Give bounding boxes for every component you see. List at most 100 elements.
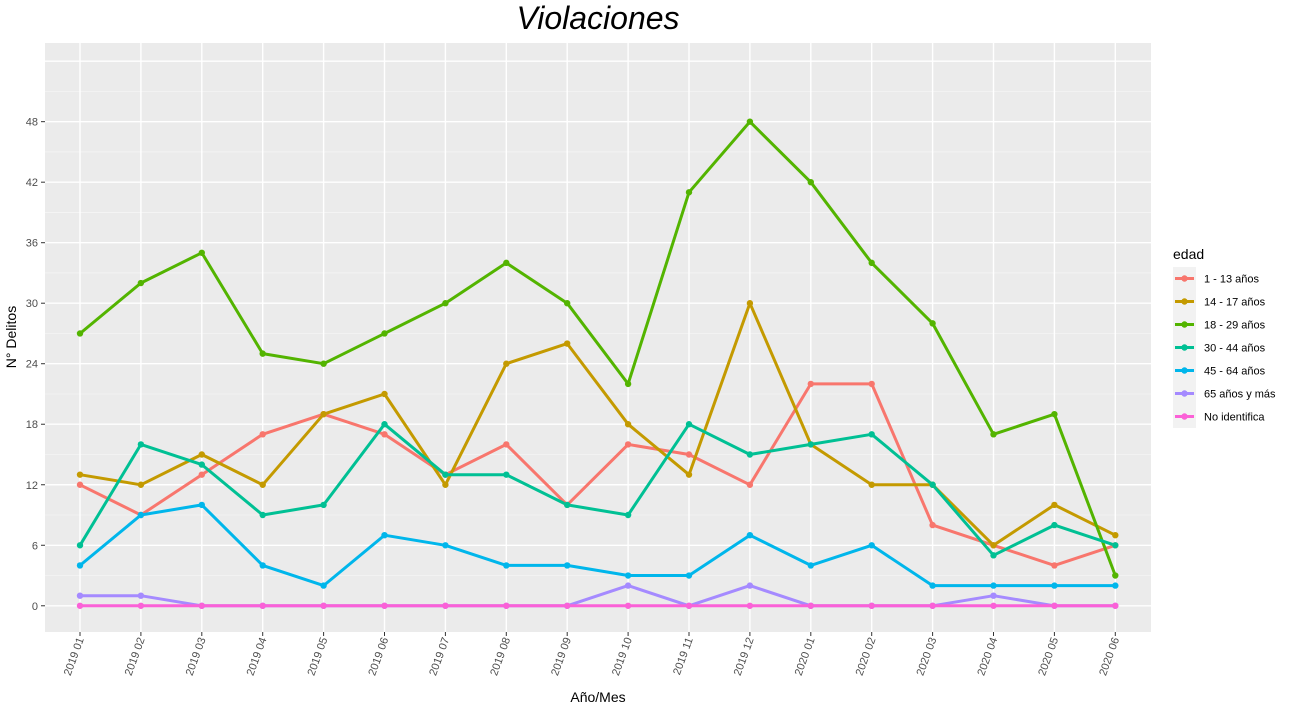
series-line [78, 503, 1117, 588]
data-point [259, 602, 266, 609]
x-tick-label: 2019 02 [123, 636, 148, 677]
data-point [868, 259, 875, 267]
y-tick-label: 30 [26, 298, 38, 310]
data-point [624, 602, 632, 609]
data-point [807, 441, 814, 448]
data-point [868, 542, 875, 549]
data-point [137, 441, 145, 448]
data-point [1112, 572, 1119, 579]
data-point [990, 552, 997, 559]
y-tick-label: 18 [26, 419, 38, 431]
data-point [929, 582, 936, 589]
data-point [198, 461, 205, 468]
data-point [503, 360, 510, 367]
data-point [320, 360, 327, 367]
data-point [381, 390, 388, 398]
data-point [990, 582, 997, 589]
data-point [624, 441, 632, 448]
data-point [76, 592, 84, 599]
data-point [442, 602, 449, 609]
data-point [503, 259, 510, 267]
x-tick-label: 2020 04 [975, 636, 1000, 677]
series-points [76, 118, 1119, 609]
data-point [990, 431, 997, 438]
data-point [259, 511, 266, 519]
data-point [1051, 562, 1058, 569]
x-tick-label: 2019 11 [671, 636, 696, 677]
data-point [990, 602, 997, 609]
data-point [1112, 531, 1119, 539]
series-line [78, 382, 1117, 567]
data-point [137, 592, 145, 599]
data-point [259, 562, 266, 569]
data-point [381, 431, 388, 438]
data-point [624, 572, 632, 579]
data-point [564, 340, 571, 347]
data-point [320, 410, 327, 418]
legend-label: 45 - 64 años [1204, 366, 1266, 378]
legend-title: edad [1173, 246, 1204, 262]
data-point [76, 602, 84, 609]
data-point [624, 511, 632, 519]
x-axis: 2019 01 2019 02 2019 03 2019 04 2019 05 2019 … [62, 632, 1122, 677]
data-point [137, 511, 145, 519]
data-point [442, 481, 449, 488]
x-tick-label: 2019 08 [488, 636, 513, 677]
legend-key-point [1181, 344, 1188, 351]
data-point [76, 481, 84, 488]
data-point [929, 481, 936, 488]
data-point [503, 471, 510, 478]
data-point [320, 501, 327, 509]
data-point [320, 582, 327, 589]
data-point [137, 602, 145, 609]
data-point [503, 602, 510, 609]
y-tick-label: 12 [26, 480, 38, 492]
legend-key-point [1181, 367, 1188, 374]
data-point [1051, 582, 1058, 589]
y-tick-label: 24 [26, 359, 38, 371]
x-tick-label: 2019 05 [306, 636, 331, 677]
legend-label: 18 - 29 años [1204, 320, 1266, 332]
data-point [807, 380, 814, 388]
series-line [78, 120, 1117, 577]
data-point [442, 471, 449, 478]
data-point [564, 501, 571, 509]
data-point [1051, 602, 1058, 609]
data-point [746, 451, 754, 458]
data-point [259, 350, 266, 357]
x-tick-label: 2019 07 [427, 636, 452, 677]
data-point [1051, 521, 1058, 529]
data-point [807, 602, 814, 609]
data-point [198, 471, 205, 478]
data-point [990, 592, 997, 599]
data-point [685, 421, 693, 428]
data-point [868, 431, 875, 438]
data-point [76, 562, 84, 569]
data-point [868, 602, 875, 609]
data-point [685, 471, 693, 478]
data-point [503, 441, 510, 448]
legend-key-point [1181, 275, 1188, 282]
data-point [320, 602, 327, 609]
legend-label: 14 - 17 años [1204, 297, 1266, 309]
y-tick-label: 48 [26, 117, 38, 129]
data-point [929, 320, 936, 327]
series-lines [78, 120, 1117, 608]
data-point [868, 380, 875, 388]
series-line [78, 422, 1117, 557]
legend-label: 65 años y más [1204, 389, 1276, 401]
data-point [746, 531, 754, 539]
chart-title: Violaciones [516, 0, 679, 36]
data-point [564, 300, 571, 307]
legend-key-point [1181, 298, 1188, 305]
data-point [929, 602, 936, 609]
x-tick-label: 2019 04 [245, 636, 270, 677]
data-point [76, 330, 84, 337]
y-tick-label: 6 [32, 540, 38, 552]
x-tick-label: 2019 10 [610, 636, 635, 677]
data-point [746, 602, 754, 609]
x-tick-label: 2020 06 [1097, 636, 1122, 677]
data-point [381, 421, 388, 428]
legend-key-point [1181, 321, 1188, 328]
